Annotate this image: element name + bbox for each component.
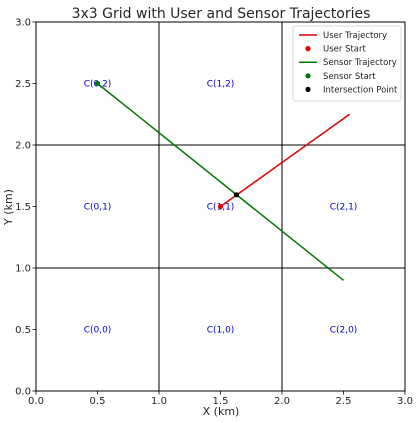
y-tick-label: 0.5: [15, 325, 31, 336]
y-tick-label: 2.5: [15, 79, 31, 90]
legend-entry: User Trajectory: [323, 31, 387, 41]
legend-entry: Sensor Start: [323, 72, 376, 82]
series-point-3-0: [94, 80, 101, 87]
legend-box: [292, 25, 402, 102]
legend-entry: Intersection Point: [323, 85, 398, 95]
chart-title: 3x3 Grid with User and Sensor Trajectori…: [72, 6, 371, 22]
y-tick-label: 1.5: [15, 202, 31, 213]
cell-label: C(1,0): [207, 326, 235, 336]
y-tick-label: 3.0: [15, 18, 31, 29]
legend-entry: Sensor Trajectory: [323, 58, 397, 68]
y-tick-label: 1.0: [15, 264, 31, 275]
legend-swatch-3: [305, 73, 311, 79]
x-tick-label: 2.0: [274, 396, 290, 407]
y-tick-label: 0.0: [15, 387, 31, 398]
legend-swatch-1: [305, 46, 311, 52]
legend-swatch-4: [305, 86, 311, 92]
y-axis-label: Y (km): [2, 189, 15, 226]
y-tick-label: 2.0: [15, 141, 31, 152]
x-tick-label: 0.5: [90, 396, 106, 407]
series-line-0: [220, 113, 351, 208]
x-tick-label: 2.5: [336, 396, 352, 407]
cell-label: C(0,0): [84, 326, 112, 336]
x-tick-label: 3.0: [397, 396, 413, 407]
x-tick-label: 1.0: [151, 396, 167, 407]
cell-label: C(2,1): [330, 203, 358, 213]
cell-label: C(2,0): [330, 326, 358, 336]
legend: User Trajectory User Start Sensor Trajecto…: [292, 25, 402, 102]
series-point-1-0: [217, 203, 224, 210]
x-tick-label: 0.0: [28, 396, 44, 407]
legend-entry: User Start: [323, 45, 367, 55]
x-axis-label: X (km): [203, 405, 240, 418]
cell-label: C(0,1): [84, 203, 112, 213]
series-point-4-0: [233, 192, 240, 198]
cell-label: C(1,2): [207, 80, 235, 90]
x-tick-label: 1.5: [213, 396, 229, 407]
series-line-2: [97, 82, 344, 281]
